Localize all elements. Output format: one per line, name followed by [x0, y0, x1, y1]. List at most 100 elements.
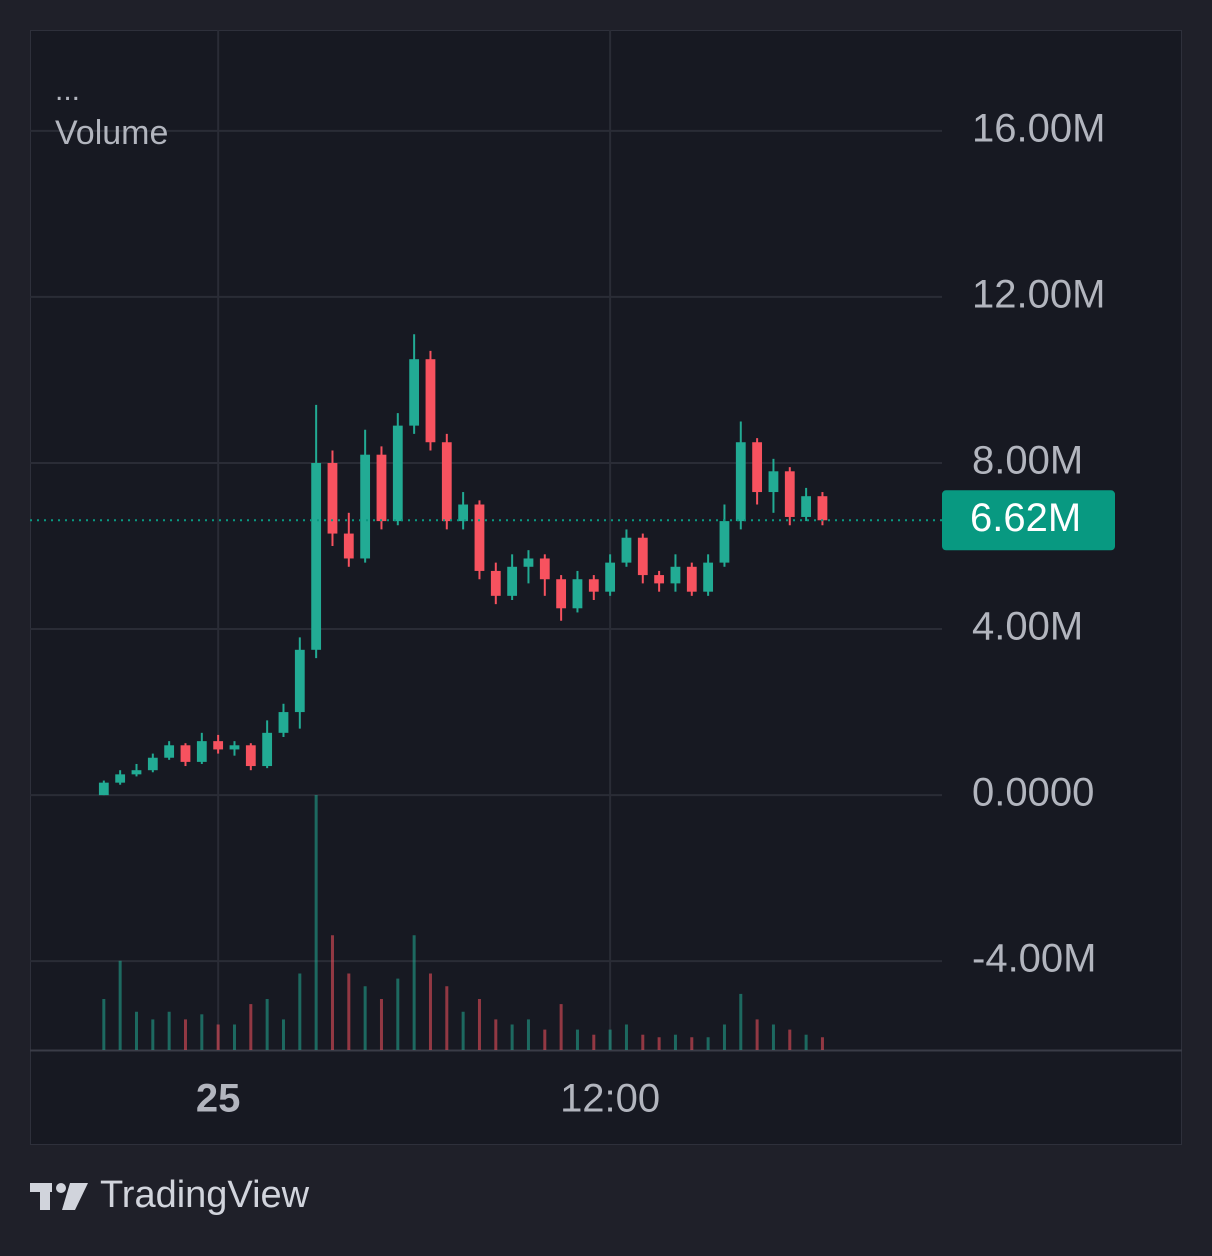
volume-bar — [363, 986, 367, 1050]
candle-body — [539, 558, 550, 580]
candle-body — [327, 462, 338, 534]
volume-bar — [314, 795, 318, 1050]
volume-bar — [559, 1004, 563, 1050]
candle-body — [817, 496, 828, 521]
volume-bar — [461, 1011, 465, 1050]
candle-body — [441, 442, 452, 522]
volume-bar — [347, 973, 351, 1050]
candle-body — [180, 745, 191, 762]
volume-bar — [232, 1024, 236, 1050]
series-title: Volume — [55, 114, 168, 152]
candle-body — [115, 774, 126, 783]
volume-bar — [526, 1019, 530, 1050]
volume-bar — [624, 1024, 628, 1050]
candle-body — [164, 745, 175, 758]
y-tick-label: 12.00M — [972, 272, 1105, 316]
volume-bar — [249, 1004, 253, 1050]
candle-body — [98, 782, 109, 796]
volume-bar — [690, 1037, 694, 1050]
candle-body — [523, 558, 534, 567]
y-tick-label: -4.00M — [972, 937, 1097, 981]
volume-bar — [412, 935, 416, 1050]
volume-bar — [102, 999, 106, 1050]
candle-body — [311, 462, 322, 650]
candle-body — [245, 745, 256, 767]
volume-bar — [183, 1019, 187, 1050]
volume-bar — [722, 1024, 726, 1050]
candle-body — [670, 566, 681, 584]
volume-bar — [379, 999, 383, 1050]
menu-dots[interactable]: ... — [55, 74, 80, 107]
candle-body — [474, 504, 485, 571]
candle-body — [784, 471, 795, 517]
volume-bar — [739, 993, 743, 1050]
volume-bar — [543, 1029, 547, 1050]
volume-bar — [771, 1024, 775, 1050]
candle-body — [719, 521, 730, 563]
candle-body — [343, 533, 354, 559]
candle-body — [572, 579, 583, 609]
volume-bar — [216, 1024, 220, 1050]
y-tick-label: 8.00M — [972, 439, 1083, 483]
candle-body — [686, 566, 697, 592]
volume-bar — [510, 1024, 514, 1050]
candle-body — [229, 745, 240, 750]
volume-bar — [281, 1019, 285, 1050]
volume-bar — [167, 1011, 171, 1050]
volume-bar — [396, 978, 400, 1050]
volume-bar — [118, 960, 122, 1050]
candle-body — [425, 359, 436, 443]
brand-logo — [30, 1183, 88, 1210]
last-price-box — [942, 490, 1115, 551]
candle-body — [392, 425, 403, 522]
volume-bar — [445, 986, 449, 1050]
candle-body — [196, 741, 207, 762]
candle-body — [654, 575, 665, 584]
volume-bar — [820, 1037, 824, 1050]
candle-body — [621, 537, 632, 563]
volume-bar — [755, 1019, 759, 1050]
volume-bar — [477, 999, 481, 1050]
volume-bar — [200, 1014, 204, 1050]
y-tick-label: 16.00M — [972, 106, 1105, 150]
candle-body — [131, 770, 142, 775]
volume-bar — [592, 1034, 596, 1050]
candle-body — [507, 566, 518, 596]
volume-bar — [706, 1037, 710, 1050]
candle-body — [262, 732, 273, 767]
candle-body — [752, 442, 763, 493]
volume-bar — [298, 973, 302, 1050]
volume-bar — [641, 1034, 645, 1050]
candle-body — [376, 454, 387, 522]
candle-body — [768, 471, 779, 493]
candle-body — [360, 454, 371, 559]
candle-body — [801, 496, 812, 517]
volume-bar — [657, 1037, 661, 1050]
y-tick-label: 0.0000 — [972, 771, 1094, 815]
volume-bar — [804, 1034, 808, 1050]
candle-body — [490, 570, 501, 596]
last-price-label: 6.62M — [970, 496, 1081, 540]
volume-bar — [608, 1029, 612, 1050]
candle-body — [294, 649, 305, 713]
volume-bar — [151, 1019, 155, 1050]
candle-body — [409, 359, 420, 426]
x-tick-label: 25 — [196, 1077, 241, 1121]
volume-bar — [494, 1019, 498, 1050]
candle-body — [278, 712, 289, 733]
volume-bar — [575, 1029, 579, 1050]
volume-bar — [673, 1034, 677, 1050]
candle-body — [213, 741, 224, 750]
volume-bar — [330, 935, 334, 1050]
x-tick-label: 12:00 — [560, 1077, 660, 1121]
candle-body — [735, 442, 746, 522]
candle-body — [458, 504, 469, 522]
brand-name: TradingView — [100, 1174, 310, 1216]
candle-body — [605, 562, 616, 592]
candle-body — [147, 757, 158, 771]
volume-bar — [428, 973, 432, 1050]
y-tick-label: 4.00M — [972, 605, 1083, 649]
candle-body — [703, 562, 714, 592]
